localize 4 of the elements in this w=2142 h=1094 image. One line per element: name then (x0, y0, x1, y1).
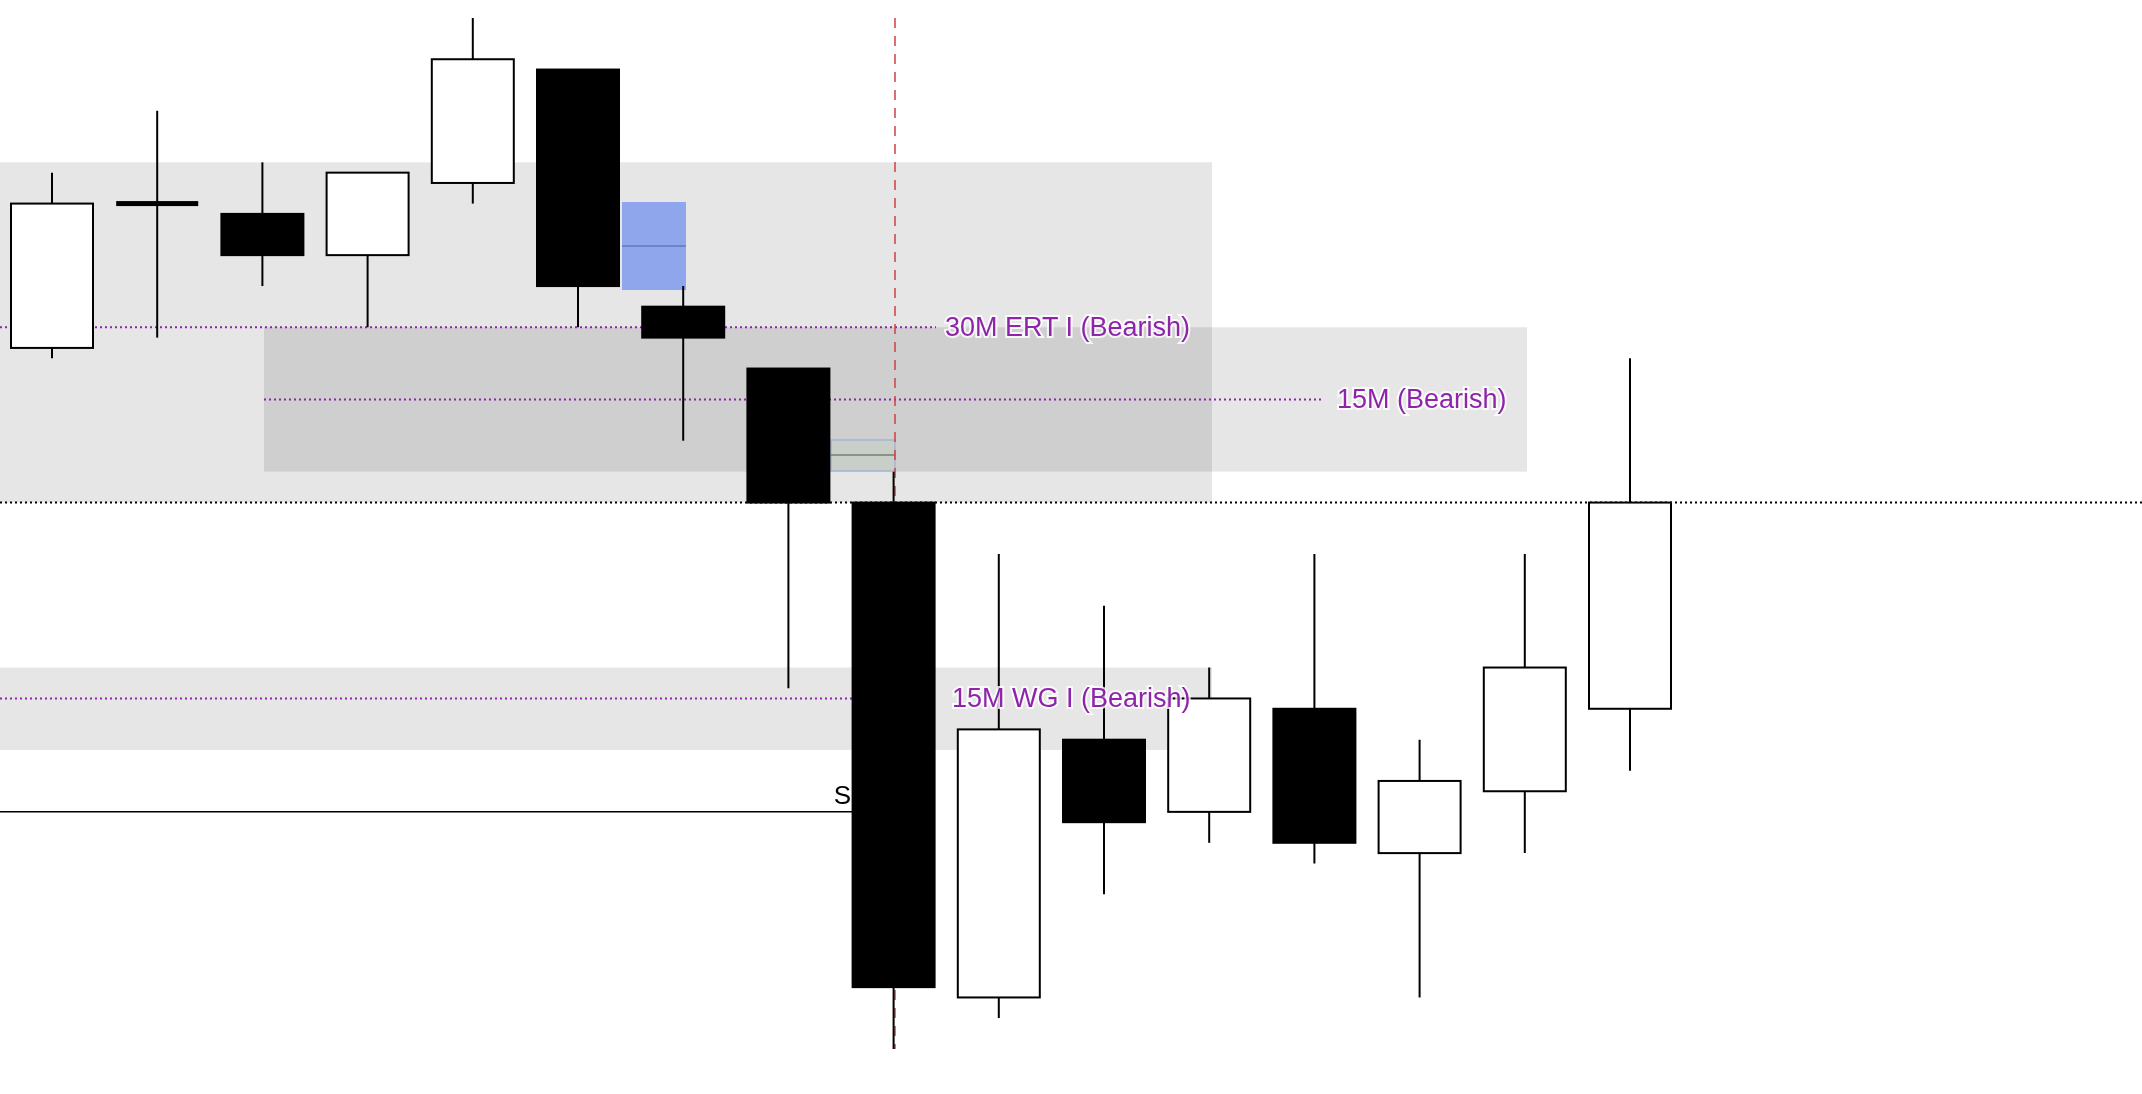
candlestick (116, 109, 199, 339)
ref-line-label: S (833, 779, 851, 810)
ref-line-label: 30M ERT I (Bearish) (945, 312, 1191, 343)
ref-line-label: 15M (Bearish) (1337, 384, 1507, 415)
